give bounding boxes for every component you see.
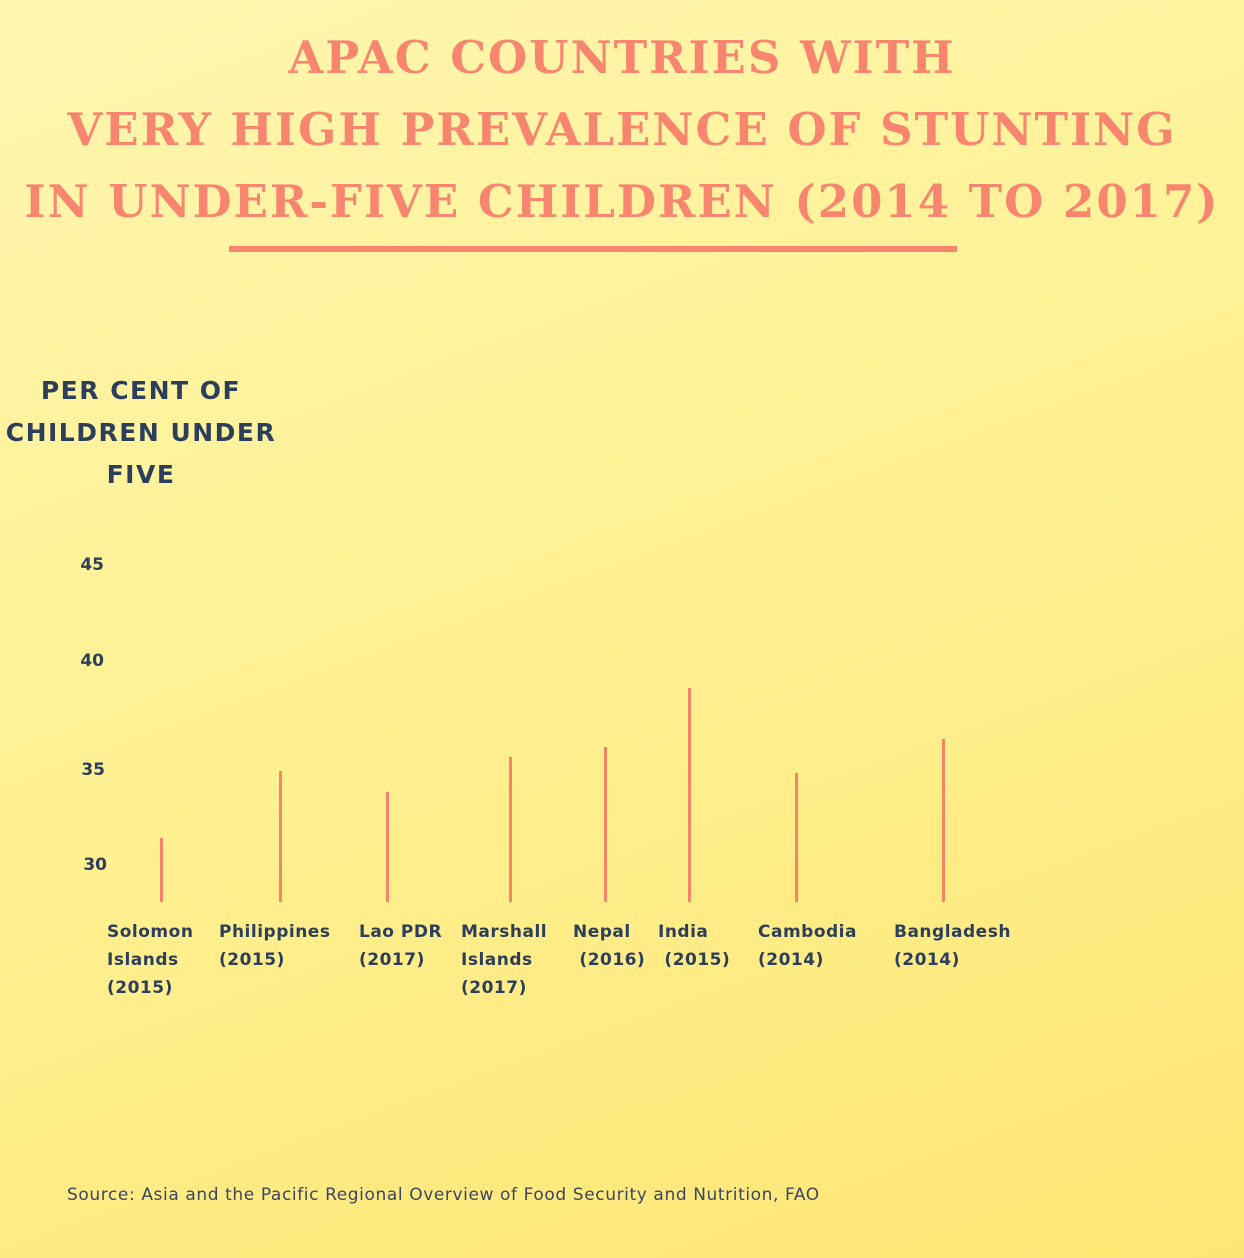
y-axis-label: PER CENT OF CHILDREN UNDER FIVE: [0, 370, 282, 496]
bar: [688, 687, 691, 902]
y-tick-40: 40: [80, 651, 104, 671]
bar: [604, 746, 607, 902]
x-label-lao-pdr: Lao PDR (2017): [359, 922, 443, 970]
x-label-solomon-islands: Solomon Islands (2015): [107, 922, 194, 998]
title-line-2: VERY HIGH PREVALENCE OF STUNTING: [67, 103, 1177, 156]
x-label-nepal: Nepal (2016): [573, 922, 646, 970]
x-label-india: India (2015): [658, 922, 731, 970]
title-divider: [229, 246, 957, 252]
y-tick-35: 35: [81, 760, 105, 780]
title-line-1: APAC COUNTRIES WITH: [288, 31, 956, 84]
bar: [160, 838, 163, 902]
y-tick-30: 30: [83, 855, 107, 875]
y-axis-label-line-3: FIVE: [106, 460, 176, 489]
y-axis-label-line-2: CHILDREN UNDER: [5, 418, 277, 447]
y-tick-45: 45: [80, 555, 104, 575]
title-line-3: IN UNDER-FIVE CHILDREN (2014 TO 2017): [24, 175, 1220, 228]
source-note: Source: Asia and the Pacific Regional Ov…: [67, 1185, 820, 1205]
bar: [509, 756, 512, 902]
bar: [386, 791, 389, 902]
x-label-cambodia: Cambodia (2014): [758, 922, 857, 970]
bar: [279, 771, 282, 902]
chart-title: APAC COUNTRIES WITH VERY HIGH PREVALENCE…: [0, 22, 1244, 238]
x-label-marshall-islands: Marshall Islands (2017): [461, 922, 548, 998]
x-label-bangladesh: Bangladesh (2014): [894, 922, 1011, 970]
bar: [795, 773, 798, 902]
bar: [942, 738, 945, 902]
x-label-philippines: Philippines (2015): [219, 922, 331, 970]
y-axis-label-line-1: PER CENT OF: [40, 376, 242, 405]
